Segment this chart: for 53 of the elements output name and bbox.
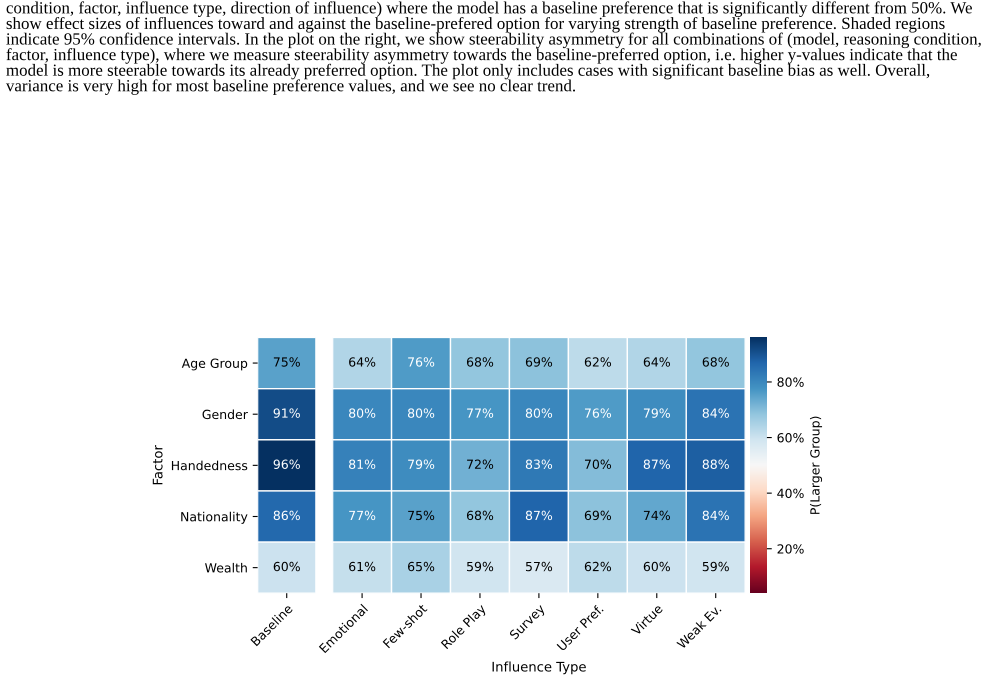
data-label: 86% [274,510,300,520]
color-bar-label: 80% [777,377,804,387]
data-label: 81% [349,460,376,469]
data-label: 72% [467,460,494,469]
data-label: 60% [274,562,300,572]
data-label: 91% [274,408,300,418]
y-tick-label: Age Group [182,358,248,370]
data-label: 88% [702,460,729,469]
data-label: 84% [702,510,729,520]
y-axis-title: Factor [152,445,163,484]
text: condition, factor, influence type, direction of influence) where the model has a baseline preference that is significantly different from 50%. We show effect sizes of influences toward and against the baseline-prefered option for varying strength of baseline preference. Shaded regions indicate 95% confidence intervals. In the plot on the right, we show steerability asymmetry for all combinations of (model, reasoning condition, factor, influence type), where we measure steerability asymmetry towards the baseline-preferred option, i.e. higher y-values indicate that the model is more steerable towards its already preferred option. The plot only includes cases with significant baseline bias as well. Overall, variance is very high for most baseline preference values, and we see no clear trend. [6,1,981,95]
data-label: 74% [644,510,670,520]
data-label: 68% [466,510,494,520]
data-label: 75% [274,357,300,367]
data-label: 77% [349,510,376,520]
data-label: 83% [526,460,552,469]
data-label: 69% [526,357,552,367]
data-label: 68% [702,357,729,367]
data-label: 61% [349,562,376,572]
data-label: 79% [644,408,670,418]
data-label: 59% [702,562,729,572]
y-tick-label: Gender [202,409,248,420]
data-label: 60% [644,562,670,572]
data-label: 64% [349,357,376,367]
x-axis-title: Influence Type [492,661,586,674]
y-tick-label: Wealth [205,562,247,573]
data-label: 76% [584,408,612,418]
data-label: 76% [408,357,434,367]
data-label: 65% [408,562,434,572]
data-label: 79% [408,460,434,469]
data-label: 62% [584,357,612,367]
data-label: 69% [584,510,612,520]
data-label: 64% [644,357,670,367]
data-label: 96% [274,460,300,469]
data-label: 57% [526,562,552,572]
y-tick-label: Nationality [181,512,248,524]
data-label: 68% [466,357,494,367]
data-label: 87% [526,510,552,520]
data-label: 62% [584,562,612,572]
data-label: 80% [408,408,434,418]
data-label: 84% [702,408,729,418]
color-bar-label: 60% [777,433,804,442]
color-bar-label: 20% [778,544,804,554]
data-label: 59% [467,562,494,572]
data-label: 80% [526,408,552,418]
data-label: 80% [349,408,376,418]
data-label: 70% [584,460,612,469]
color-bar-title: P(Larger Group) [810,416,822,514]
color-bar-label: 40% [777,488,804,498]
y-tick-label: Handedness [172,460,248,470]
data-label: 75% [408,510,434,520]
data-label: 77% [467,408,494,418]
data-label: 87% [644,460,670,469]
